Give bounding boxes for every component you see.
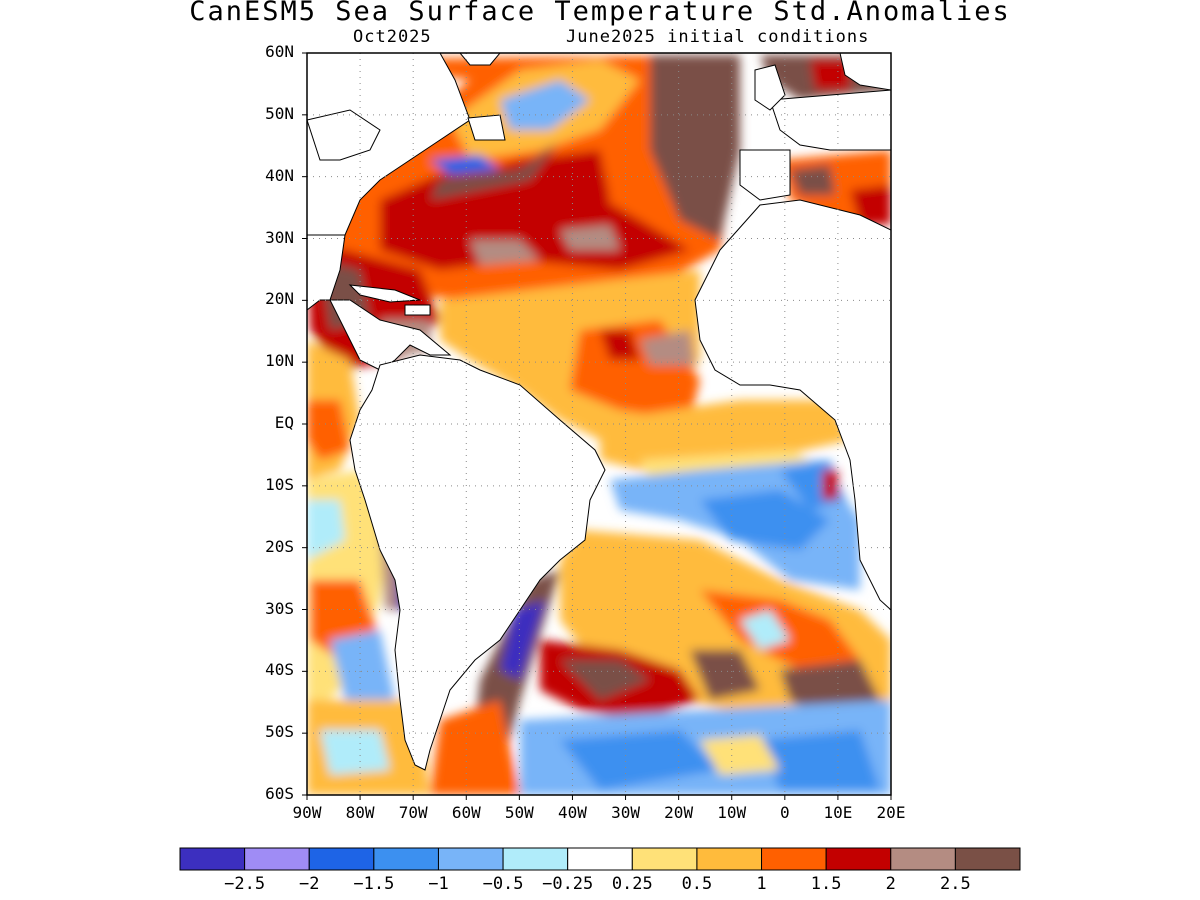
colorbar-swatch: [567, 847, 633, 871]
colorbar-label: 0.25: [611, 874, 653, 894]
lat-label: 20N: [265, 289, 294, 309]
colorbar-label: −1: [428, 874, 449, 894]
colorbar-swatch: [502, 847, 569, 871]
great-lakes-region: [307, 109, 381, 161]
lon-label: 0: [779, 803, 790, 822]
lon-label: 60W: [451, 803, 481, 822]
africa: [694, 199, 891, 611]
colorbar-swatch: [373, 847, 439, 871]
map-title: CanESM5 Sea Surface Temperature Std.Anom…: [189, 0, 1011, 27]
colorbar-label: −0.25: [542, 874, 594, 894]
lon-label: 20E: [876, 803, 906, 822]
europe: [769, 89, 891, 151]
lon-label: 70W: [398, 803, 428, 822]
colorbar-swatch: [244, 847, 310, 871]
colorbar-swatch: [696, 847, 763, 871]
lon-label: 30W: [611, 803, 640, 822]
forecast-month: Oct2025: [353, 27, 432, 47]
axis-ticks: [302, 52, 892, 800]
land-masses: [307, 53, 891, 771]
lon-label: 90W: [292, 803, 322, 822]
hispaniola: [404, 304, 431, 316]
lon-label: 50W: [504, 803, 534, 822]
colorbar-label: −0.5: [482, 874, 524, 894]
south-america: [349, 354, 606, 771]
colorbar-label: −2: [298, 874, 320, 894]
cuba: [348, 284, 421, 303]
lon-label: 10E: [823, 803, 853, 822]
colorbar-swatch: [954, 847, 1021, 871]
scandinavia: [839, 53, 891, 91]
lat-label: 60N: [265, 42, 294, 61]
gridlines: [307, 53, 891, 795]
colorbar-swatch: [825, 847, 892, 871]
mexico-central-america: [307, 234, 452, 371]
british-isles: [754, 64, 786, 111]
greenland-edge: [459, 53, 501, 66]
sst-field: [307, 53, 891, 795]
colorbar-label: 0.5: [681, 874, 713, 894]
lat-label: EQ: [274, 413, 294, 432]
lon-label: 20W: [664, 803, 694, 822]
lat-label: 40S: [265, 660, 294, 680]
colorbar-label: −1.5: [353, 874, 395, 894]
lat-label: 50S: [265, 722, 294, 742]
lat-label: 20S: [265, 536, 294, 556]
iberia: [739, 149, 791, 201]
lat-label: 60S: [265, 784, 294, 803]
initial-conditions: June2025 initial conditions: [566, 27, 870, 47]
colorbar-label: 2: [885, 874, 896, 894]
lat-label: 30N: [265, 227, 294, 247]
colorbar-swatch: [179, 847, 246, 871]
lat-label: 40N: [265, 165, 294, 185]
colorbar-swatch: [890, 847, 956, 871]
lon-label: 80W: [345, 803, 375, 822]
lat-label: 50N: [265, 103, 294, 123]
lat-label: 30S: [265, 598, 294, 618]
lon-label: 40W: [558, 803, 587, 822]
colorbar-swatch: [631, 847, 698, 871]
colorbar: [179, 847, 1021, 871]
colorbar-swatch: [308, 847, 375, 871]
colorbar-label: 1: [756, 874, 767, 894]
colorbar-label: −2.5: [224, 874, 266, 894]
colorbar-swatch: [437, 847, 504, 871]
newfoundland: [467, 114, 506, 141]
lat-label: 10S: [265, 474, 294, 494]
colorbar-label: 2.5: [940, 874, 971, 894]
colorbar-label: 1.5: [810, 874, 842, 894]
lat-label: 10N: [265, 351, 294, 371]
colorbar-swatch: [761, 847, 827, 871]
lon-label: 10W: [717, 803, 747, 822]
